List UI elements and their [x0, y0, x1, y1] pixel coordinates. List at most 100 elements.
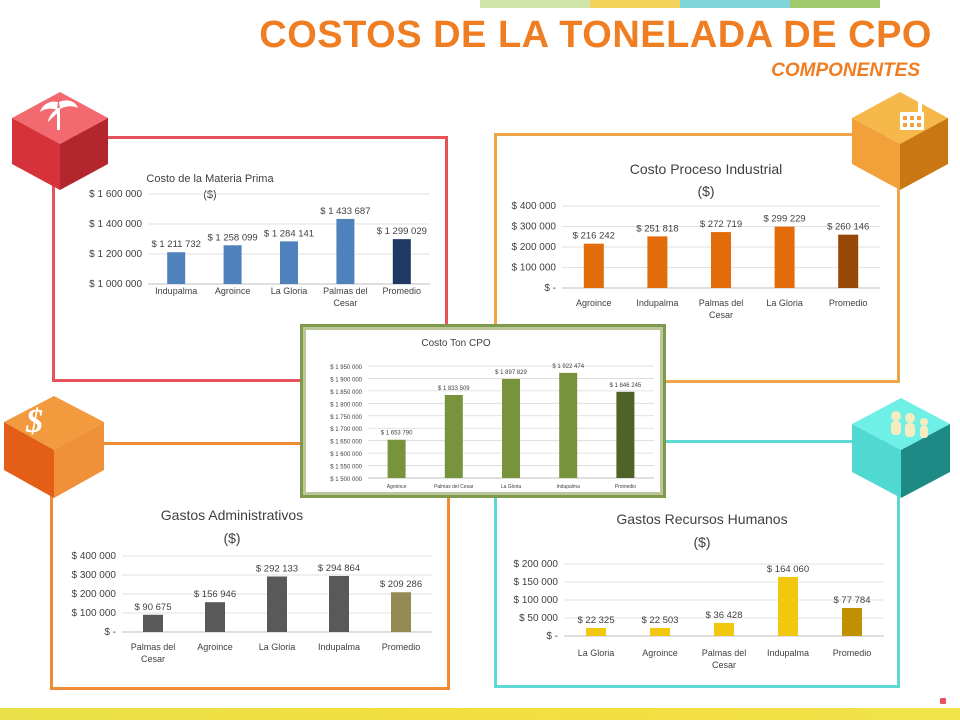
- x-category-label: Indupalma: [636, 298, 678, 308]
- x-category-label: Palmas del: [699, 298, 744, 308]
- bar: [387, 439, 406, 478]
- x-category-label: La Gloria: [578, 648, 615, 658]
- chart-title: Gastos Administrativos: [161, 507, 303, 523]
- slide-marker: [940, 698, 946, 704]
- y-tick-label: $ -: [546, 631, 558, 642]
- top-stripe-3: [680, 0, 790, 8]
- bar: [838, 234, 859, 288]
- y-tick-label: $ -: [544, 283, 556, 294]
- y-tick-label: $ 300 000: [72, 570, 117, 581]
- x-category-label: Palmas del Cesar: [434, 484, 474, 490]
- chart-materia-prima: Costo de la Materia Prima ($) $ 1 000 000 $…: [89, 173, 430, 308]
- bar: [167, 252, 186, 284]
- bar-value-label: $ 1 258 099: [208, 232, 258, 243]
- bar: [502, 378, 520, 478]
- x-category-label: Cesar: [712, 660, 736, 670]
- bar-value-label: $ 90 675: [135, 602, 172, 613]
- y-tick-label: $ 1 200 000: [89, 249, 142, 260]
- y-tick-label: $ 1 600 000: [89, 189, 142, 200]
- palm-tree-icon: [40, 100, 78, 130]
- y-tick-label: $ 1 000 000: [89, 279, 142, 290]
- chart-gastos-administrativos: Gastos Administrativos ($) $ - $ 100 000 $ 2…: [72, 507, 432, 664]
- y-tick-label: $ 1 750 000: [330, 415, 362, 421]
- bar: [444, 394, 463, 478]
- chart-subtitle: ($): [697, 183, 714, 199]
- x-category-label: Promedio: [382, 642, 421, 652]
- bar: [559, 372, 578, 478]
- chart-subtitle: ($): [203, 189, 216, 201]
- bar: [778, 576, 798, 636]
- x-category-label: Promedio: [383, 286, 422, 296]
- bar: [205, 602, 225, 632]
- bar: [586, 627, 606, 636]
- page-title: COSTOS DE LA TONELADA DE CPO: [259, 14, 932, 56]
- y-tick-label: $ 1 950 000: [330, 365, 362, 371]
- y-tick-label: $ 1 900 000: [330, 377, 362, 383]
- chart-title: Costo Proceso Industrial: [630, 161, 783, 177]
- chart-proceso-industrial: Costo Proceso Industrial ($) $ - $ 100 000 $…: [512, 161, 880, 320]
- y-tick-label: $ 50 000: [519, 613, 558, 624]
- x-category-label: Indupalma: [767, 648, 809, 658]
- bar-value-label: $ 22 325: [578, 615, 615, 626]
- x-category-label: La Gloria: [259, 642, 296, 652]
- bar-value-label: $ 209 286: [380, 579, 422, 590]
- y-tick-label: $ 1 500 000: [330, 477, 362, 483]
- top-stripe-2: [590, 0, 680, 8]
- bar-value-label: $ 164 060: [767, 564, 809, 575]
- y-tick-label: $ 200 000: [514, 559, 559, 570]
- panel-materia-prima: [52, 136, 448, 382]
- x-category-label: Cesar: [333, 298, 357, 308]
- top-stripe-4: [790, 0, 880, 8]
- y-tick-label: $ 100 000: [514, 595, 559, 606]
- y-tick-label: $ -: [104, 627, 116, 638]
- x-category-label: Palmas del: [131, 642, 176, 652]
- y-tick-label: $ 1 650 000: [330, 440, 362, 446]
- cpo-chart-frame: [303, 327, 663, 495]
- x-category-label: Agroince: [576, 298, 612, 308]
- bar: [223, 245, 242, 284]
- bar: [329, 575, 349, 632]
- bar: [280, 241, 298, 284]
- bar-value-label: $ 77 784: [834, 595, 871, 606]
- y-tick-label: $ 300 000: [512, 222, 557, 233]
- bar-value-label: $ 1 897 829: [495, 370, 527, 376]
- x-category-label: Agroince: [387, 484, 407, 490]
- chart-title: Costo de la Materia Prima: [146, 173, 274, 185]
- x-category-label: Indupalma: [318, 642, 360, 652]
- bar: [714, 622, 734, 636]
- bar-value-label: $ 216 242: [573, 231, 615, 242]
- bar-value-label: $ 1 284 141: [264, 228, 314, 239]
- y-tick-label: $ 1 550 000: [330, 465, 362, 471]
- bar-value-label: $ 272 719: [700, 219, 742, 230]
- y-tick-label: $ 1 600 000: [330, 452, 362, 458]
- chart-recursos-humanos: Gastos Recursos Humanos ($) $ - $ 50 000 $ 1…: [514, 511, 884, 670]
- x-category-label: La Gloria: [501, 484, 522, 490]
- bar: [774, 226, 795, 288]
- top-stripe-1: [480, 0, 590, 8]
- bar-value-label: $ 1 833 509: [438, 386, 470, 392]
- bar: [616, 391, 635, 478]
- factory-icon: [900, 100, 924, 130]
- y-tick-label: $ 200 000: [72, 589, 117, 600]
- bar-value-label: $ 1 653 790: [381, 431, 413, 437]
- bar: [336, 218, 355, 284]
- bar: [392, 239, 411, 284]
- bar: [143, 614, 163, 632]
- x-category-label: Palmas del: [702, 648, 747, 658]
- bar-value-label: $ 1 211 732: [151, 239, 200, 250]
- chart-title: Gastos Recursos Humanos: [616, 511, 787, 527]
- x-category-label: Agroince: [197, 642, 233, 652]
- bar: [711, 232, 731, 288]
- bar-value-label: $ 292 133: [256, 563, 298, 574]
- bar: [583, 243, 604, 288]
- x-category-label: Promedio: [615, 484, 637, 490]
- chart-subtitle: ($): [223, 530, 240, 546]
- y-tick-label: $ 200 000: [512, 242, 557, 253]
- x-category-label: Agroince: [215, 286, 251, 296]
- x-category-label: Promedio: [829, 298, 868, 308]
- cube-teal: [852, 398, 950, 498]
- bar-value-label: $ 36 428: [706, 610, 743, 621]
- y-tick-label: $ 100 000: [72, 608, 117, 619]
- bar-value-label: $ 1 299 029: [377, 226, 427, 237]
- x-category-label: La Gloria: [271, 286, 308, 296]
